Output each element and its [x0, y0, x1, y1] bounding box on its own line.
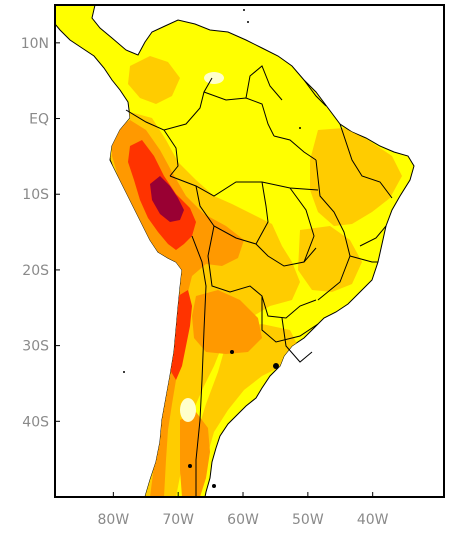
shade-pale-north — [204, 72, 224, 84]
lat-tick-label: 20S — [22, 263, 49, 279]
shading-layers — [108, 56, 402, 497]
shade-dark-peak — [150, 176, 184, 222]
map-plot-area — [55, 5, 444, 497]
plot-frame — [54, 4, 445, 498]
lon-tick-label: 80W — [98, 512, 130, 528]
lat-tick-label: 40S — [22, 414, 49, 430]
lat-tick-label: EQ — [29, 112, 49, 128]
lon-tick-label: 50W — [292, 512, 324, 528]
shade-orange-south — [180, 412, 210, 497]
lat-tick-label: 10S — [22, 187, 49, 203]
longitude-axis: 80W 70W 60W 50W 40W — [98, 492, 389, 528]
lon-tick-label: 70W — [162, 512, 194, 528]
lon-tick-label: 60W — [227, 512, 259, 528]
country-borders — [125, 65, 393, 497]
latitude-axis: 10N EQ 10S 20S 30S 40S — [21, 36, 60, 430]
lake-and-island-marks — [123, 9, 301, 488]
shade-pale-south — [180, 398, 196, 422]
shade-orange-central-south — [192, 290, 262, 354]
shade-orange-light-east — [298, 226, 362, 292]
lat-tick-label: 30S — [22, 339, 49, 355]
shade-red-andes-south — [170, 290, 192, 380]
shade-orange-light-northeast — [310, 128, 402, 226]
shade-orange-light-south — [182, 324, 300, 497]
shade-orange-light-north — [128, 56, 180, 104]
lat-tick-label: 10N — [21, 36, 49, 52]
lon-tick-label: 40W — [357, 512, 389, 528]
